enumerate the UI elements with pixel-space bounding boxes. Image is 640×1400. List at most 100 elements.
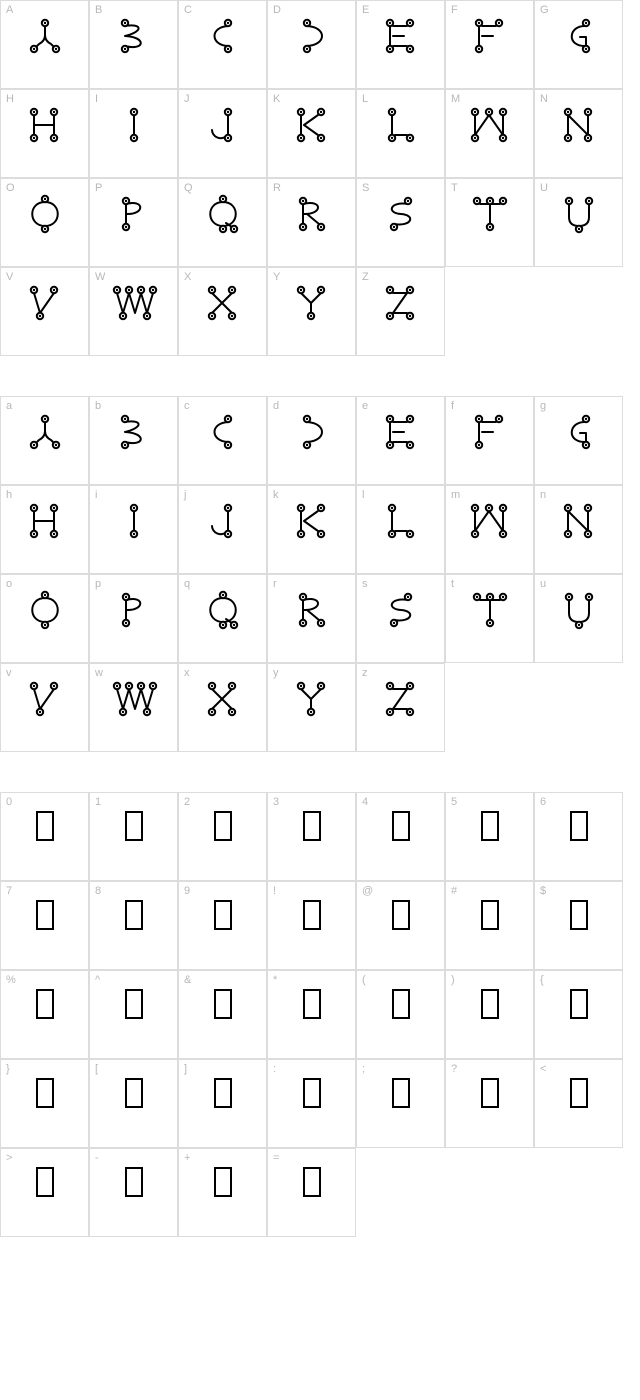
glyph-cell: l xyxy=(356,485,445,574)
glyph-C xyxy=(198,15,248,59)
glyph-cell: P xyxy=(89,178,178,267)
glyph-wrap xyxy=(446,896,533,930)
glyph-cell: W xyxy=(89,267,178,356)
glyph-wrap xyxy=(446,807,533,841)
notdef-glyph xyxy=(36,989,54,1019)
glyph-cell: X xyxy=(178,267,267,356)
glyph-cell: e xyxy=(356,396,445,485)
glyph-cell: = xyxy=(267,1148,356,1237)
glyph-wrap xyxy=(179,589,266,633)
notdef-glyph xyxy=(125,989,143,1019)
glyph-wrap xyxy=(357,15,444,59)
glyph-Z xyxy=(376,678,426,722)
glyph-wrap xyxy=(268,193,355,237)
glyph-wrap xyxy=(268,1163,355,1197)
glyph-wrap xyxy=(357,807,444,841)
glyph-wrap xyxy=(1,589,88,633)
glyph-J xyxy=(198,500,248,544)
glyph-M xyxy=(465,104,515,148)
glyph-wrap xyxy=(268,104,355,148)
notdef-glyph xyxy=(392,811,410,841)
glyph-wrap xyxy=(535,104,622,148)
notdef-glyph xyxy=(303,1167,321,1197)
glyph-F xyxy=(465,411,515,455)
glyph-cell: G xyxy=(534,0,623,89)
notdef-glyph xyxy=(392,900,410,930)
glyph-cell: ] xyxy=(178,1059,267,1148)
glyph-L xyxy=(376,500,426,544)
glyph-X xyxy=(198,678,248,722)
glyph-row: %^&*(){ xyxy=(0,970,640,1059)
glyph-row: hijklmn xyxy=(0,485,640,574)
glyph-cell: @ xyxy=(356,881,445,970)
glyph-cell: * xyxy=(267,970,356,1059)
glyph-wrap xyxy=(1,500,88,544)
glyph-D xyxy=(287,15,337,59)
glyph-W xyxy=(109,282,159,326)
notdef-glyph xyxy=(392,1078,410,1108)
notdef-glyph xyxy=(125,900,143,930)
glyph-wrap xyxy=(535,15,622,59)
glyph-wrap xyxy=(357,193,444,237)
glyph-cell: 9 xyxy=(178,881,267,970)
glyph-W xyxy=(109,678,159,722)
glyph-cell: 2 xyxy=(178,792,267,881)
glyph-cell: - xyxy=(89,1148,178,1237)
glyph-I xyxy=(109,104,159,148)
glyph-cell: { xyxy=(534,970,623,1059)
glyph-E xyxy=(376,411,426,455)
glyph-wrap xyxy=(90,589,177,633)
glyph-cell: C xyxy=(178,0,267,89)
glyph-P xyxy=(109,589,159,633)
glyph-cell: o xyxy=(0,574,89,663)
glyph-G xyxy=(554,411,604,455)
glyph-cell: # xyxy=(445,881,534,970)
glyph-cell: B xyxy=(89,0,178,89)
notdef-glyph xyxy=(36,1078,54,1108)
notdef-glyph xyxy=(303,900,321,930)
glyph-row: abcdefg xyxy=(0,396,640,485)
glyph-cell: d xyxy=(267,396,356,485)
glyph-wrap xyxy=(357,1074,444,1108)
glyph-wrap xyxy=(90,985,177,1019)
glyph-cell: $ xyxy=(534,881,623,970)
glyph-cell: S xyxy=(356,178,445,267)
glyph-cell: r xyxy=(267,574,356,663)
glyph-wrap xyxy=(446,1074,533,1108)
glyph-Y xyxy=(287,678,337,722)
glyph-wrap xyxy=(268,282,355,326)
notdef-glyph xyxy=(481,900,499,930)
glyph-wrap xyxy=(446,411,533,455)
glyph-wrap xyxy=(535,500,622,544)
glyph-cell: 7 xyxy=(0,881,89,970)
glyph-cell: ! xyxy=(267,881,356,970)
glyph-wrap xyxy=(446,15,533,59)
glyph-V xyxy=(20,678,70,722)
glyph-cell: ( xyxy=(356,970,445,1059)
glyph-wrap xyxy=(179,411,266,455)
glyph-wrap xyxy=(90,1163,177,1197)
glyph-wrap xyxy=(268,589,355,633)
glyph-wrap xyxy=(446,589,533,633)
glyph-cell: z xyxy=(356,663,445,752)
glyph-group: abcdefghijklmnopqrstuvwxyz xyxy=(0,396,640,752)
glyph-wrap xyxy=(90,678,177,722)
notdef-glyph xyxy=(570,811,588,841)
glyph-Q xyxy=(198,193,248,237)
glyph-wrap xyxy=(90,15,177,59)
glyph-wrap xyxy=(90,1074,177,1108)
glyph-cell: 3 xyxy=(267,792,356,881)
glyph-cell: Y xyxy=(267,267,356,356)
glyph-row: 0123456 xyxy=(0,792,640,881)
glyph-wrap xyxy=(268,807,355,841)
glyph-S xyxy=(376,589,426,633)
glyph-cell: D xyxy=(267,0,356,89)
notdef-glyph xyxy=(570,900,588,930)
glyph-wrap xyxy=(1,411,88,455)
glyph-S xyxy=(376,193,426,237)
glyph-R xyxy=(287,589,337,633)
glyph-O xyxy=(20,193,70,237)
glyph-wrap xyxy=(1,1074,88,1108)
glyph-cell: A xyxy=(0,0,89,89)
glyph-Q xyxy=(198,589,248,633)
